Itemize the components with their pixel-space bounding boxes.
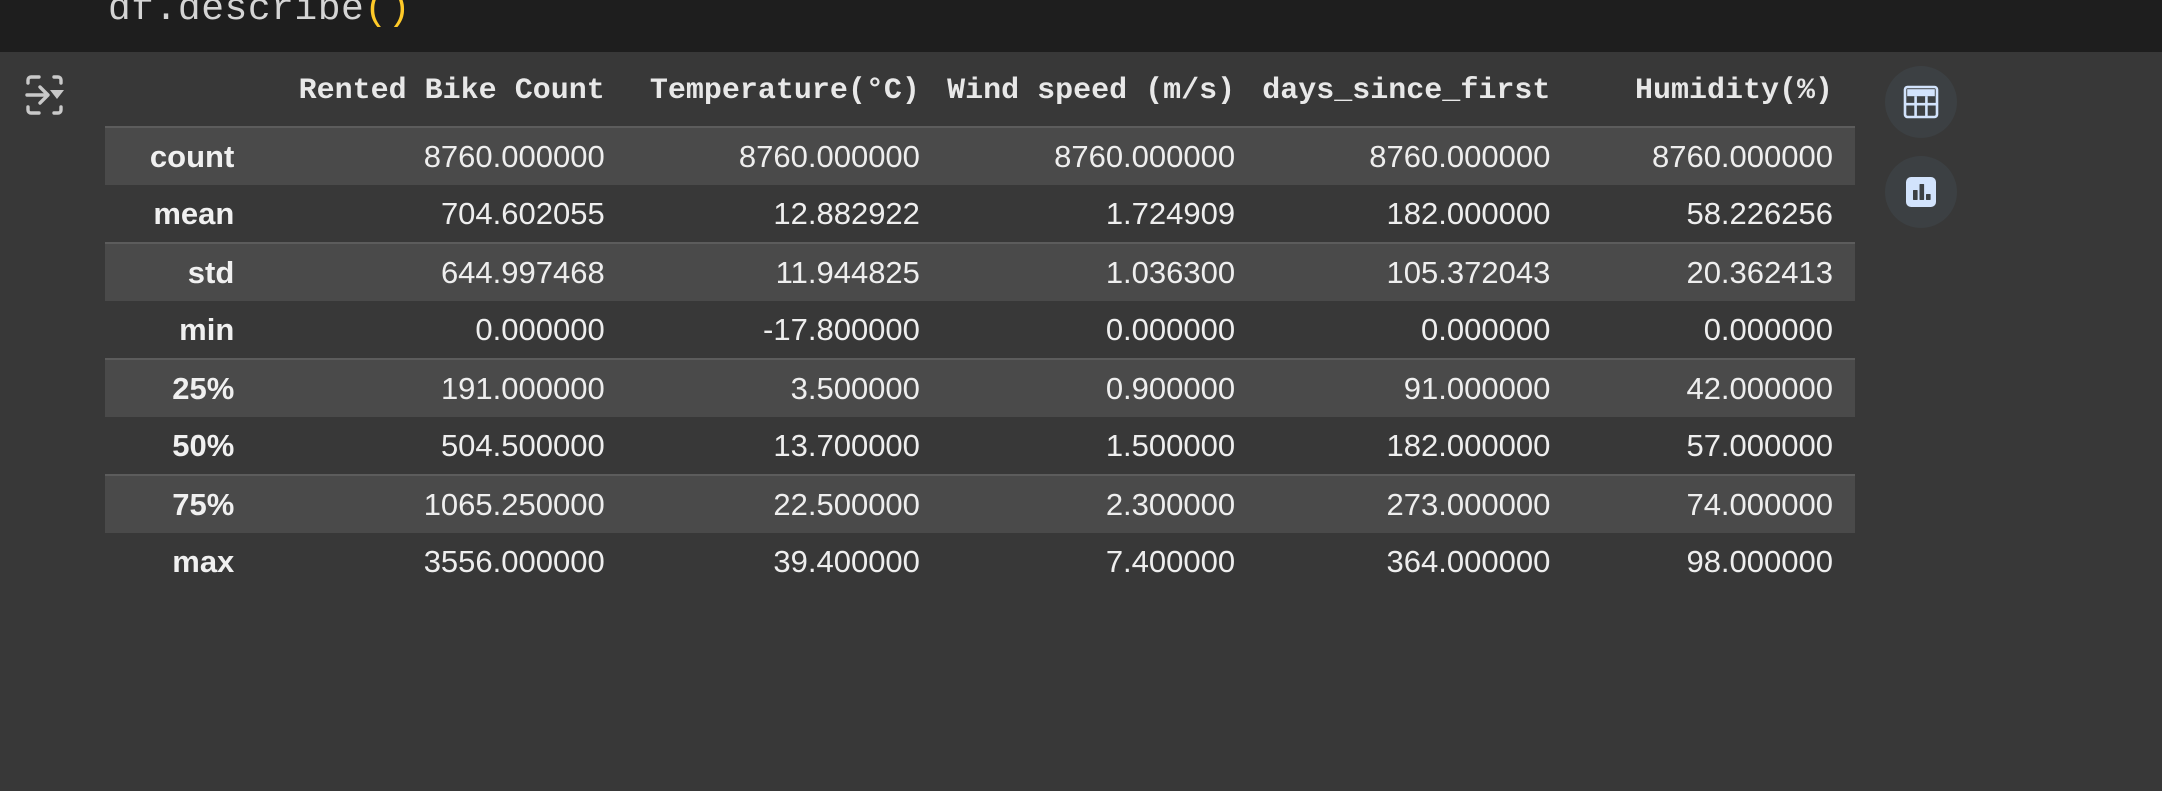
column-header-temperature: Temperature(°C) (649, 74, 920, 108)
table-row: 50% 504.500000 13.700000 1.500000 182.00… (105, 417, 1855, 475)
cell-50pct-humidity: 57.000000 (1572, 417, 1855, 475)
cell-max-temperature: 39.400000 (626, 533, 942, 590)
column-header-rented-bike-count: Rented Bike Count (298, 74, 605, 108)
cell-std-days-since-first: 105.372043 (1257, 242, 1573, 301)
row-label-75pct: 75% (105, 474, 247, 533)
cell-75pct-wind-speed: 2.300000 (941, 474, 1258, 533)
table-icon (1901, 82, 1941, 122)
cell-50pct-days-since-first: 182.000000 (1257, 417, 1573, 475)
bar-chart-icon (1901, 172, 1941, 212)
cell-count-rented-bike-count: 8760.000000 (246, 126, 627, 185)
row-label-50pct: 50% (105, 417, 247, 475)
dataframe-output: Rented Bike Count Temperature(°C) Wind s… (105, 62, 1855, 590)
table-header: Rented Bike Count Temperature(°C) Wind s… (105, 62, 1855, 127)
cell-mean-wind-speed: 1.724909 (941, 185, 1258, 243)
cell-min-humidity: 0.000000 (1572, 301, 1855, 359)
cell-75pct-days-since-first: 273.000000 (1257, 474, 1573, 533)
cell-50pct-temperature: 13.700000 (626, 417, 942, 475)
table-row: 25% 191.000000 3.500000 0.900000 91.0000… (105, 358, 1855, 417)
column-header-humidity: Humidity(%) (1634, 74, 1833, 108)
cell-count-humidity: 8760.000000 (1572, 126, 1855, 185)
interactive-table-button[interactable] (1885, 66, 1957, 138)
cell-75pct-humidity: 74.000000 (1572, 474, 1855, 533)
table-row: std 644.997468 11.944825 1.036300 105.37… (105, 242, 1855, 301)
table-row: count 8760.000000 8760.000000 8760.00000… (105, 126, 1855, 185)
table-row: min 0.000000 -17.800000 0.000000 0.00000… (105, 301, 1855, 359)
cell-std-temperature: 11.944825 (626, 242, 942, 301)
cell-min-days-since-first: 0.000000 (1257, 301, 1573, 359)
cell-output-area: Rented Bike Count Temperature(°C) Wind s… (0, 52, 2162, 791)
cell-count-wind-speed: 8760.000000 (941, 126, 1258, 185)
cell-25pct-days-since-first: 91.000000 (1257, 358, 1573, 417)
cell-mean-humidity: 58.226256 (1572, 185, 1855, 243)
code-token-expression: df.describe (108, 0, 365, 31)
row-label-std: std (105, 242, 247, 301)
cell-min-rented-bike-count: 0.000000 (246, 301, 627, 359)
cell-75pct-rented-bike-count: 1065.250000 (246, 474, 627, 533)
cell-50pct-wind-speed: 1.500000 (941, 417, 1258, 475)
cell-std-humidity: 20.362413 (1572, 242, 1855, 301)
column-header-days-since-first: days_since_first (1262, 74, 1551, 108)
table-header-row: Rented Bike Count Temperature(°C) Wind s… (105, 62, 1855, 127)
cell-std-rented-bike-count: 644.997468 (246, 242, 627, 301)
cell-max-days-since-first: 364.000000 (1257, 533, 1573, 590)
table-corner-cell (105, 62, 246, 127)
cell-count-temperature: 8760.000000 (626, 126, 942, 185)
row-label-min: min (105, 301, 247, 359)
cell-25pct-rented-bike-count: 191.000000 (246, 358, 627, 417)
output-expand-icon[interactable] (22, 74, 70, 116)
code-token-parens: () (364, 0, 411, 31)
cell-mean-days-since-first: 182.000000 (1257, 185, 1573, 243)
cell-max-wind-speed: 7.400000 (941, 533, 1258, 590)
cell-max-rented-bike-count: 3556.000000 (246, 533, 627, 590)
cell-25pct-humidity: 42.000000 (1572, 358, 1855, 417)
cell-min-wind-speed: 0.000000 (941, 301, 1258, 359)
table-row: mean 704.602055 12.882922 1.724909 182.0… (105, 185, 1855, 243)
cell-count-days-since-first: 8760.000000 (1257, 126, 1573, 185)
row-label-count: count (105, 126, 247, 185)
output-action-buttons (1885, 66, 1975, 246)
table-row: 75% 1065.250000 22.500000 2.300000 273.0… (105, 474, 1855, 533)
cell-50pct-rented-bike-count: 504.500000 (246, 417, 627, 475)
code-line[interactable]: df.describe() (108, 0, 411, 31)
table-row: max 3556.000000 39.400000 7.400000 364.0… (105, 533, 1855, 590)
cell-std-wind-speed: 1.036300 (941, 242, 1258, 301)
cell-mean-rented-bike-count: 704.602055 (246, 185, 627, 243)
cell-mean-temperature: 12.882922 (626, 185, 942, 243)
describe-table: Rented Bike Count Temperature(°C) Wind s… (105, 62, 1855, 590)
cell-25pct-temperature: 3.500000 (626, 358, 942, 417)
cell-75pct-temperature: 22.500000 (626, 474, 942, 533)
row-label-25pct: 25% (105, 358, 247, 417)
column-header-wind-speed: Wind speed (m/s) (947, 74, 1236, 108)
cell-min-temperature: -17.800000 (626, 301, 942, 359)
table-body: count 8760.000000 8760.000000 8760.00000… (105, 126, 1855, 590)
row-label-mean: mean (105, 185, 247, 243)
code-cell[interactable]: df.describe() (0, 0, 2162, 52)
row-label-max: max (105, 533, 247, 590)
cell-max-humidity: 98.000000 (1572, 533, 1855, 590)
suggest-charts-button[interactable] (1885, 156, 1957, 228)
cell-25pct-wind-speed: 0.900000 (941, 358, 1258, 417)
